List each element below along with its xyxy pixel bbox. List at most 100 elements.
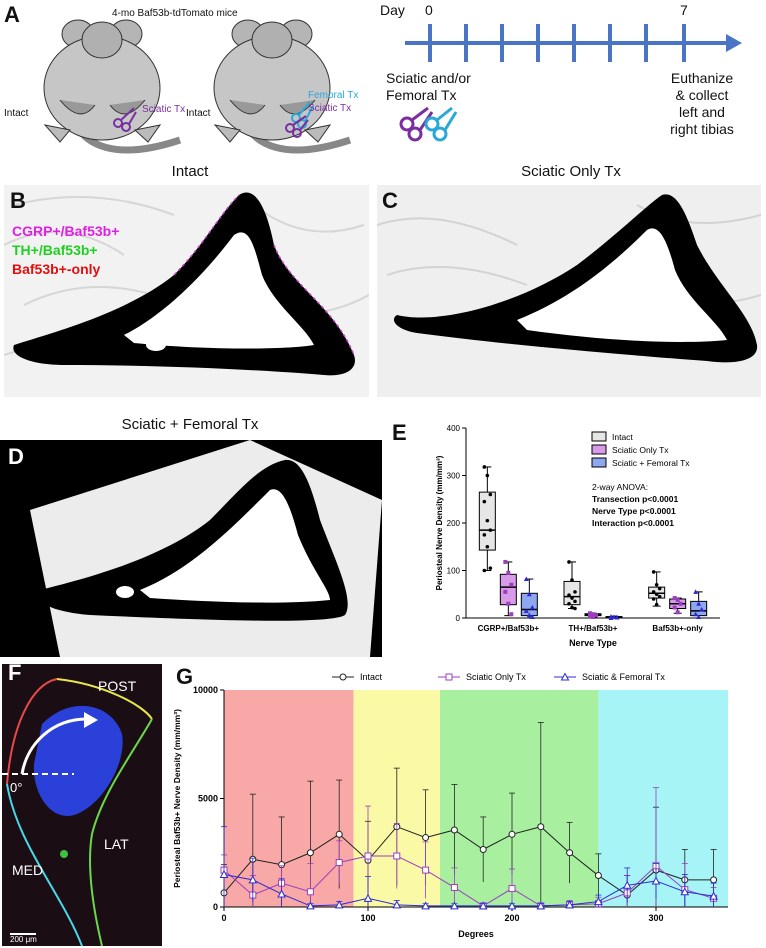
data-point (508, 885, 516, 893)
bone-cross-section-b (4, 185, 369, 397)
data-point (654, 582, 659, 587)
anova-stat: Transection p<0.0001 (592, 494, 678, 504)
data-point (573, 590, 577, 594)
series-line (223, 855, 714, 907)
y-tick-label: 200 (447, 519, 461, 528)
y-tick-label: 400 (447, 424, 461, 433)
data-point (450, 826, 458, 834)
data-point (526, 591, 532, 597)
x-tick-label: 100 (360, 913, 375, 923)
angle-region (598, 690, 728, 907)
data-point (485, 544, 490, 549)
data-point (565, 900, 574, 909)
y-tick-label: 0 (456, 614, 461, 623)
timeline (405, 24, 728, 62)
legend-label: Intact (360, 672, 383, 682)
timeline-day-label: Day (380, 2, 405, 18)
data-point (654, 592, 659, 597)
data-point (335, 859, 343, 867)
y-tick-label: 100 (447, 567, 461, 576)
data-point (567, 593, 571, 597)
legend-label: Sciatic Only Tx (612, 445, 669, 455)
data-point (482, 465, 487, 469)
legend-swatch (591, 457, 607, 468)
data-point (672, 605, 677, 610)
data-point (693, 589, 699, 594)
label-zero-degrees: 0° (10, 780, 23, 795)
data-point (482, 533, 487, 537)
data-point (710, 876, 718, 884)
legend-cgrp: CGRP+/Baf53b+ (12, 223, 120, 239)
data-point (450, 883, 458, 891)
data-point (306, 888, 314, 896)
y-axis-label: Periosteal Baf53b+ Nerve Density (mm/mm³… (172, 709, 182, 888)
panel-b-micrograph (4, 185, 369, 397)
bone-cross-section-c (377, 185, 761, 397)
data-point (482, 568, 487, 573)
panel-letter-b: B (10, 188, 26, 213)
mouse2-left-label: Intact (186, 108, 211, 119)
panel-letter-g: G (176, 664, 194, 689)
y-tick-label: 5000 (198, 794, 218, 804)
mouse-icon-transected (213, 19, 352, 154)
data-point (566, 849, 574, 857)
data-point (392, 900, 402, 909)
data-point (364, 852, 372, 860)
x-tick-label: TH+/Baf53b+ (569, 624, 618, 633)
legend-th: TH+/Baf53b+ (12, 242, 98, 258)
data-point (509, 612, 514, 617)
panel-d-title: Sciatic + Femoral Tx (121, 416, 259, 433)
x-tick-label: CGRP+/Baf53b+ (478, 624, 540, 633)
data-point (529, 605, 535, 610)
mouse-icon-intact (43, 19, 182, 154)
legend-label: Sciatic Only Tx (466, 672, 526, 682)
legend-marker (445, 673, 453, 681)
data-point (509, 582, 514, 587)
series-line (223, 826, 714, 896)
label-post: POST (98, 678, 137, 694)
data-point (567, 601, 571, 606)
panel-a-illustration (43, 19, 742, 154)
timeline-day-end: 7 (680, 2, 688, 18)
data-point (588, 614, 592, 619)
y-axis-label: Periosteal Nerve Density (mm/mm³) (435, 455, 444, 590)
data-point (536, 901, 546, 910)
panel-d-micrograph (0, 440, 382, 657)
data-point (591, 612, 595, 617)
data-point (594, 897, 603, 906)
panel-letter-e: E (392, 420, 407, 445)
legend-label: Sciatic & Femoral Tx (582, 672, 665, 682)
data-point (479, 845, 487, 853)
tibia-cross-section-f (2, 664, 162, 946)
data-point (363, 893, 373, 902)
box (563, 580, 581, 606)
anova-stat: Interaction p<0.0001 (592, 518, 674, 528)
timeline-arrowhead (726, 34, 742, 52)
box (499, 573, 517, 606)
panel-letter-f: F (8, 660, 22, 685)
data-point (506, 601, 511, 606)
data-point (680, 887, 690, 896)
data-point (503, 589, 508, 594)
panel-letter-a: A (4, 2, 20, 27)
panel-b-legend: CGRP+/Baf53b+ TH+/Baf53b+ Baf53b+-only (12, 222, 119, 279)
data-point (570, 605, 574, 610)
panel-letter-c: C (382, 188, 398, 213)
panel-c-title: Sciatic Only Tx (521, 163, 621, 180)
data-point (622, 880, 632, 889)
mouse2-sciatic-label: Sciatic Tx (308, 103, 352, 114)
panel-b-title: Intact (171, 163, 209, 180)
data-point (335, 830, 343, 838)
data-point (608, 615, 614, 620)
anova-stat: Nerve Type p<0.0001 (592, 506, 676, 516)
data-point (611, 614, 617, 620)
data-point (421, 901, 430, 910)
data-point (672, 596, 677, 601)
data-point (573, 599, 577, 604)
data-point (651, 597, 656, 601)
data-point (657, 594, 662, 599)
data-point (526, 612, 532, 618)
data-point (573, 606, 577, 611)
data-point (696, 614, 702, 620)
y-tick-label: 0 (213, 902, 218, 912)
